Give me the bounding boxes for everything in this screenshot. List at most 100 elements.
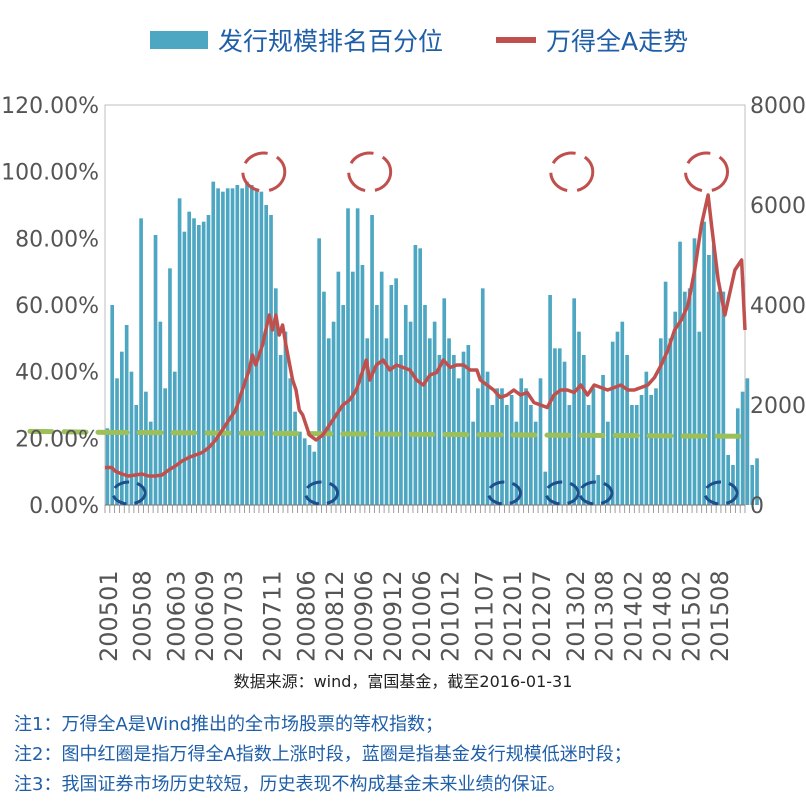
bar [216,188,220,505]
bar [644,371,649,505]
red-circle [684,151,730,193]
bar [509,395,514,505]
x-tick-label: 201502 [677,570,705,662]
bar [543,471,548,505]
bar [110,305,115,505]
bar [697,331,702,505]
bar [586,405,591,505]
bar [721,291,726,505]
bar [596,475,601,505]
bar [581,355,586,505]
bar [269,215,273,505]
note-1: 注1：万得全A是Wind推出的全市场股票的等权指数； [14,714,444,735]
bar [673,311,678,505]
bar [148,421,153,505]
bar [408,321,413,505]
y-right-tick-label: 4000 [750,294,806,319]
legend-label-bar: 发行规模排名百分位 [218,27,444,56]
bar [707,255,711,505]
bar [577,331,581,505]
bar [466,345,471,505]
bar [384,338,389,505]
bar [120,351,124,505]
bar [249,185,254,505]
bar [254,188,259,505]
bar [278,355,283,505]
x-tick-label: 200501 [95,570,123,662]
y-left-tick-label: 120.00% [1,94,99,119]
index-line [105,193,747,478]
bar [225,188,230,505]
bar [620,321,625,505]
bar [735,408,740,505]
y-left-tick-label: 60.00% [15,294,99,319]
x-tick-label: 200906 [350,570,378,662]
bar [514,421,519,505]
bar [529,405,533,505]
bar [572,298,576,505]
x-tick-label: 201201 [499,570,527,662]
bar [553,348,557,505]
bar [504,405,509,505]
bar [124,325,129,505]
bar [442,298,447,505]
bar [365,338,370,505]
bar [418,248,423,505]
bar [702,221,706,506]
bar [567,405,572,505]
bar [639,395,644,505]
bar [298,431,302,505]
bar [456,378,461,505]
bar [144,391,148,505]
y-right-tick-label: 6000 [750,194,806,219]
bar [317,238,321,505]
bar [630,405,634,505]
bar [490,405,495,505]
legend-item-bar: 发行规模排名百分位 [150,22,443,58]
bar [606,421,610,505]
bar [240,188,244,505]
note-3: 注3：我国证券市场历史较短，历史表现不构成基金未来业绩的保证。 [14,774,566,795]
bar [480,288,485,505]
y-left-tick-label: 100.00% [1,161,99,186]
bar [654,388,658,505]
y-right-tick-label: 2000 [750,394,806,419]
bar [355,208,360,505]
x-tick-label: 201402 [620,570,648,662]
bar [201,221,206,506]
blue-circle [486,480,522,506]
bar [139,218,143,505]
bar [471,421,475,505]
x-tick-label: 200711 [259,570,287,662]
x-tick-label: 200812 [321,570,349,662]
bar [235,185,240,505]
bar [740,391,745,505]
bar [649,395,653,505]
bar [403,305,408,505]
bar [557,348,562,505]
y-right-tick-label: 0 [750,494,764,519]
bar [519,378,524,505]
x-tick-label: 200603 [162,570,190,662]
bar [360,265,365,505]
bar [668,338,673,505]
bar [755,458,759,505]
bar [663,281,668,505]
bar [423,305,427,505]
bar [245,181,249,506]
red-circle [241,151,287,193]
bar [625,355,629,505]
x-tick-label: 200806 [292,570,320,662]
bar [370,215,374,505]
level-line [102,429,748,439]
legend-item-line: 万得全A走势 [496,22,688,58]
legend-swatch-bar [150,31,208,49]
bar [413,245,418,505]
bar [346,208,350,505]
y-left-tick-label: 20.00% [15,427,99,452]
y-right-tick-label: 8000 [750,94,806,119]
y-left-tick-label: 0.00% [29,494,99,519]
bar [524,388,528,505]
x-tick-label: 201408 [648,570,676,662]
